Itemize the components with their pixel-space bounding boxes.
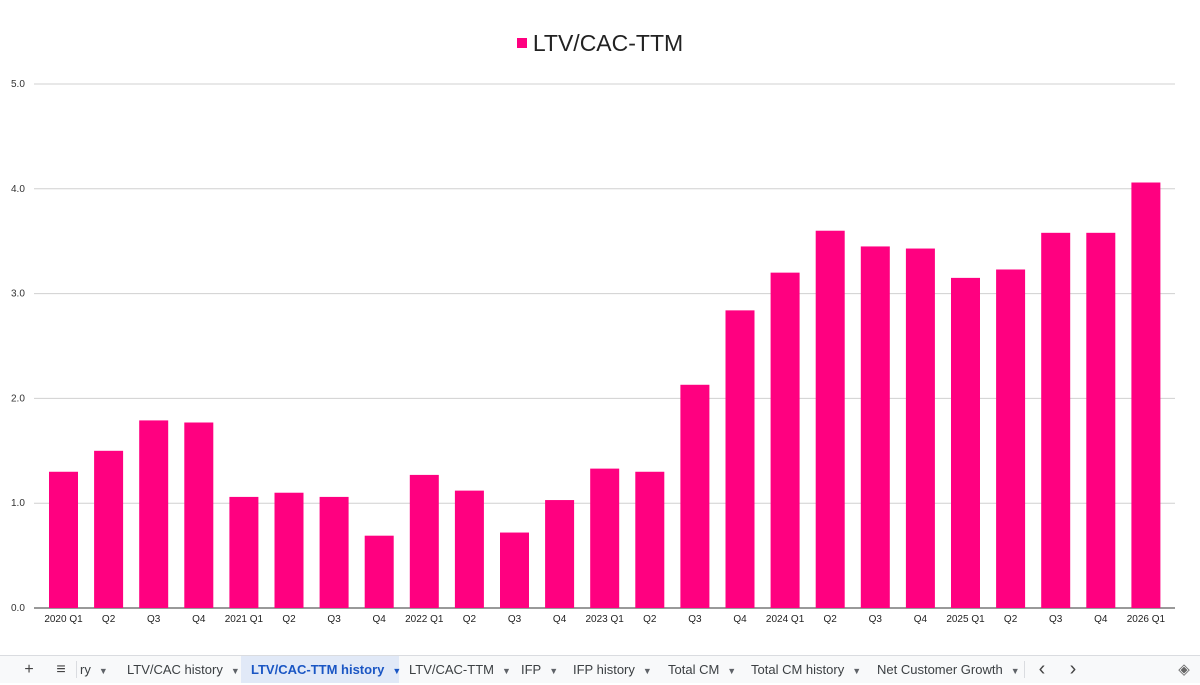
- x-tick-label: Q2: [824, 614, 838, 625]
- scroll-tabs-left-icon[interactable]: ‹: [1038, 658, 1046, 680]
- tab-ltv-cac-ttm[interactable]: LTV/CAC-TTM ▼: [399, 656, 521, 683]
- x-tick-label: 2020 Q1: [44, 614, 83, 625]
- tab-ifp[interactable]: IFP ▼: [511, 656, 568, 683]
- x-tick-label: Q2: [102, 614, 116, 625]
- chevron-down-icon[interactable]: ▼: [98, 666, 108, 676]
- bar[interactable]: [49, 471, 78, 608]
- tab-label: Total CM history: [751, 662, 845, 677]
- bar[interactable]: [274, 492, 304, 608]
- x-tick-label: 2024 Q1: [766, 614, 805, 625]
- y-tick-label: 3.0: [11, 289, 25, 300]
- x-tick-label: 2021 Q1: [225, 614, 264, 625]
- tab-label: ry: [80, 662, 91, 677]
- x-tick-label: Q2: [282, 614, 296, 625]
- bar[interactable]: [1086, 232, 1116, 609]
- bar[interactable]: [94, 450, 124, 608]
- tab-label: IFP history: [573, 662, 635, 677]
- x-tick-label: Q3: [1049, 614, 1063, 625]
- x-tick-label: Q3: [327, 614, 341, 625]
- x-tick-label: 2026 Q1: [1127, 614, 1166, 625]
- tab-total-cm-history[interactable]: Total CM history ▼: [741, 656, 871, 683]
- chart-area: LTV/CAC-TTM 0.0 1.0 2.0 3.0 4.0 5.0 2020 Q1 Q2 Q…: [0, 30, 1200, 625]
- bar[interactable]: [680, 384, 710, 608]
- bar[interactable]: [996, 269, 1026, 608]
- y-tick-label: 2.0: [11, 393, 25, 404]
- x-tick-label: Q2: [1004, 614, 1018, 625]
- y-tick-label: 0.0: [11, 603, 25, 614]
- chevron-down-icon[interactable]: ▼: [852, 666, 862, 676]
- tab-net-customer-growth[interactable]: Net Customer Growth ▼: [867, 656, 1030, 683]
- bar[interactable]: [1041, 232, 1071, 609]
- bar[interactable]: [454, 490, 484, 608]
- y-tick-label: 1.0: [11, 498, 25, 509]
- x-tick-label: Q4: [733, 614, 747, 625]
- x-tick-label: Q3: [508, 614, 522, 625]
- y-tick-label: 4.0: [11, 184, 25, 195]
- tab-label: LTV/CAC history: [127, 662, 223, 677]
- legend-label: LTV/CAC-TTM: [532, 30, 684, 56]
- bar[interactable]: [184, 422, 214, 608]
- bar[interactable]: [770, 272, 800, 608]
- add-sheet-icon[interactable]: +: [24, 661, 34, 678]
- x-tick-label: Q2: [643, 614, 657, 625]
- x-tick-label: Q3: [688, 614, 702, 625]
- tab-ltv-cac-ttm-history[interactable]: LTV/CAC-TTM history ▼: [241, 656, 402, 683]
- chevron-down-icon[interactable]: ▼: [549, 666, 559, 676]
- x-tick-label: Q2: [463, 614, 477, 625]
- y-tick-label: 5.0: [11, 79, 25, 90]
- tab-label: Net Customer Growth: [877, 662, 1003, 677]
- tab-label: LTV/CAC-TTM: [409, 662, 494, 677]
- tab-ry[interactable]: ry ▼: [70, 656, 118, 683]
- x-tick-label: 2022 Q1: [405, 614, 444, 625]
- sheet-tab-bar: + ≡ ry ▼ LTV/CAC history ▼ LTV/CAC-TTM his…: [0, 655, 1200, 683]
- bar[interactable]: [951, 277, 980, 608]
- bar[interactable]: [500, 532, 529, 608]
- chart-legend: LTV/CAC-TTM: [0, 30, 1200, 57]
- bar[interactable]: [545, 500, 575, 608]
- x-tick-label: Q4: [1094, 614, 1108, 625]
- x-tick-label: 2023 Q1: [586, 614, 625, 625]
- all-sheets-menu-icon[interactable]: ≡: [56, 661, 66, 678]
- legend-swatch: [516, 38, 527, 48]
- bar[interactable]: [139, 420, 169, 608]
- tab-label: LTV/CAC-TTM history: [251, 662, 385, 677]
- scroll-tabs-right-icon[interactable]: ›: [1069, 658, 1077, 680]
- bar[interactable]: [590, 468, 620, 608]
- bar[interactable]: [1131, 182, 1161, 608]
- chevron-down-icon[interactable]: ▼: [392, 666, 402, 676]
- x-tick-label: Q4: [914, 614, 928, 625]
- x-tick-label: Q4: [553, 614, 567, 625]
- tab-total-cm[interactable]: Total CM ▼: [658, 656, 746, 683]
- explore-icon[interactable]: ◈: [1178, 661, 1190, 678]
- x-tick-label: Q4: [373, 614, 387, 625]
- bar[interactable]: [905, 248, 935, 608]
- bar[interactable]: [725, 310, 755, 608]
- bar[interactable]: [364, 535, 394, 608]
- x-tick-label: Q3: [869, 614, 883, 625]
- chevron-down-icon[interactable]: ▼: [501, 666, 511, 676]
- bar-chart: 0.0 1.0 2.0 3.0 4.0 5.0 2020 Q1 Q2 Q3 Q4 2021 Q1 Q2…: [11, 79, 1175, 625]
- chevron-down-icon[interactable]: ▼: [230, 666, 240, 676]
- bar[interactable]: [319, 496, 349, 608]
- bar[interactable]: [409, 474, 439, 608]
- bar[interactable]: [860, 246, 890, 608]
- tab-ifp-history[interactable]: IFP history ▼: [563, 656, 662, 683]
- bar[interactable]: [815, 230, 845, 608]
- chevron-down-icon[interactable]: ▼: [1010, 666, 1020, 676]
- tab-label: Total CM: [668, 662, 720, 677]
- bar[interactable]: [229, 496, 259, 608]
- chevron-down-icon[interactable]: ▼: [642, 666, 652, 676]
- x-tick-label: Q4: [192, 614, 206, 625]
- tab-label: IFP: [521, 662, 542, 677]
- chevron-down-icon[interactable]: ▼: [727, 666, 737, 676]
- tab-ltv-cac-history[interactable]: LTV/CAC history ▼: [117, 656, 250, 683]
- bar[interactable]: [635, 471, 665, 608]
- x-tick-label: Q3: [147, 614, 161, 625]
- x-tick-label: 2025 Q1: [946, 614, 985, 625]
